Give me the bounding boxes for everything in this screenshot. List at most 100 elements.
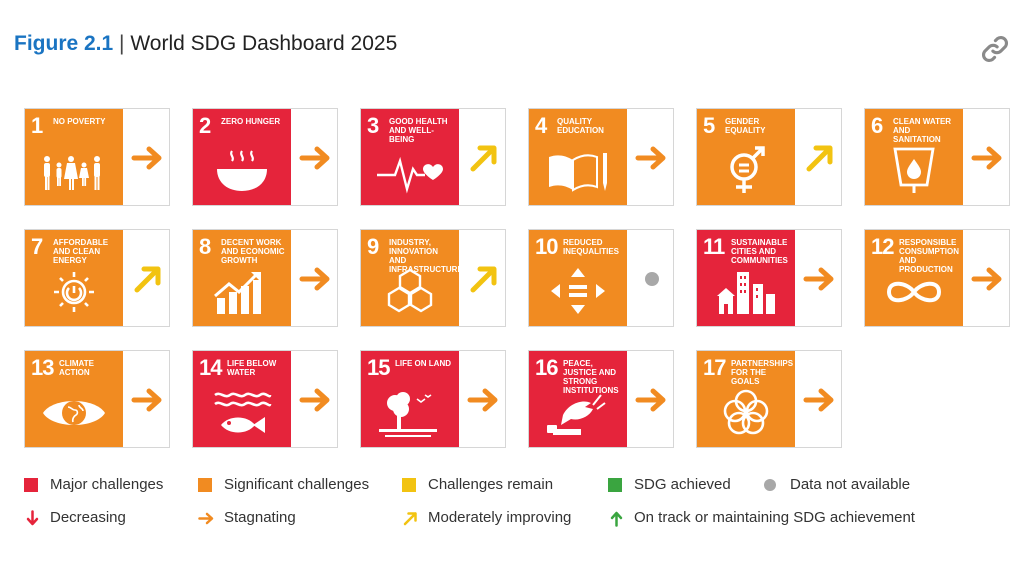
trend-stagnating-arrow-icon (299, 146, 330, 170)
legend-decreasing-arrow-icon (26, 510, 39, 526)
trend-stagnating-arrow-icon (467, 388, 498, 412)
equal-arrows-icon (551, 268, 605, 314)
legend-label: Significant challenges (224, 476, 370, 493)
family-icon (44, 156, 100, 190)
legend-label: Stagnating (224, 509, 296, 526)
trend-improving-arrow-icon (134, 266, 161, 293)
title-separator: | (119, 32, 125, 55)
heartbeat-icon (377, 156, 443, 194)
sdg-goal-name: INDUSTRY, INNOVATION AND INFRASTRUCTURE (389, 238, 459, 274)
link-icon[interactable] (978, 32, 1012, 66)
growth-chart-icon (214, 272, 261, 314)
dove-icon (547, 394, 606, 435)
sdg-number: 5 (703, 113, 715, 138)
sdg-goal-name: SUSTAINABLE CITIES AND COMMUNITIES (731, 238, 788, 265)
sdg-goal-name: CLIMATE ACTION (59, 359, 94, 377)
trend-stagnating-arrow-icon (299, 267, 330, 291)
sdg-number: 10 (535, 234, 559, 259)
sdg-number: 8 (199, 234, 211, 259)
sdg-tile-3: 3 GOOD HEALTH AND WELL-BEING (360, 108, 506, 206)
sdg-number: 3 (367, 113, 379, 138)
trend-stagnating-arrow-icon (131, 146, 162, 170)
figure-title: Figure 2.1 | World SDG Dashboard 2025 (14, 32, 397, 56)
sdg-tile-9: 9 INDUSTRY, INNOVATION AND INFRASTRUCTURE (360, 229, 506, 327)
sdg-goal-name: RESPONSIBLE CONSUMPTION AND PRODUCTION (899, 238, 959, 274)
sdg-goal-name: QUALITY EDUCATION (557, 117, 604, 135)
legend-label: Decreasing (50, 509, 126, 526)
sdg-tile-6: 6 CLEAN WATER AND SANITATION (864, 108, 1010, 206)
sdg-tile-10: 10 REDUCED INEQUALITIES (528, 229, 674, 327)
sdg-number: 4 (535, 113, 547, 138)
legend-improving-arrow-icon (403, 512, 417, 526)
legend-swatch-major (24, 478, 38, 492)
trend-stagnating-arrow-icon (971, 267, 1002, 291)
sdg-status-square-1: 1 NO POVERTY (25, 109, 123, 205)
sdg-goal-name: DECENT WORK AND ECONOMIC GROWTH (221, 238, 285, 265)
sdg-tile-7: 7 AFFORDABLE AND CLEAN ENERGY (24, 229, 170, 327)
sdg-status-square-15: 15 LIFE ON LAND (361, 351, 459, 447)
tree-icon (379, 392, 437, 437)
legend-label: Major challenges (50, 476, 164, 493)
sdg-status-square-7: 7 AFFORDABLE AND CLEAN ENERGY (25, 230, 123, 326)
sdg-status-square-2: 2 ZERO HUNGER (193, 109, 291, 205)
sdg-tile-14: 14 LIFE BELOW WATER (192, 350, 338, 448)
legend-label: Challenges remain (428, 476, 554, 493)
sdg-number: 15 (367, 355, 391, 380)
trend-stagnating-arrow-icon (803, 388, 834, 412)
sdg-status-square-8: 8 DECENT WORK AND ECONOMIC GROWTH (193, 230, 291, 326)
legend-label: Data not available (790, 476, 911, 493)
trend-stagnating-arrow-icon (131, 388, 162, 412)
trend-no-data-icon (645, 272, 659, 286)
sdg-tile-2: 2 ZERO HUNGER (192, 108, 338, 206)
sdg-tile-4: 4 QUALITY EDUCATION (528, 108, 674, 206)
sdg-number: 9 (367, 234, 379, 259)
sdg-goal-name: CLEAN WATER AND SANITATION (893, 117, 952, 144)
sdg-tile-5: 5 GENDER EQUALITY (696, 108, 842, 206)
trend-stagnating-arrow-icon (971, 146, 1002, 170)
sdg-status-square-9: 9 INDUSTRY, INNOVATION AND INFRASTRUCTURE (361, 230, 459, 326)
sun-power-icon (54, 272, 94, 312)
sdg-number: 2 (199, 113, 211, 138)
sdg-status-square-3: 3 GOOD HEALTH AND WELL-BEING (361, 109, 459, 205)
sdg-number: 7 (31, 234, 43, 259)
legend-swatch-remain (402, 478, 416, 492)
sdg-number: 16 (535, 355, 559, 380)
gender-icon (730, 146, 765, 193)
infinity-icon (886, 281, 942, 303)
trend-improving-arrow-icon (470, 145, 497, 172)
sdg-goal-name: LIFE ON LAND (395, 359, 451, 368)
figure-label: Figure 2.1 (14, 32, 114, 55)
sdg-goal-name: ZERO HUNGER (221, 117, 281, 126)
eye-globe-icon (43, 401, 105, 425)
legend-on_track-arrow-icon (610, 511, 623, 527)
legend-label: Moderately improving (428, 509, 572, 526)
legend-swatch-significant (198, 478, 212, 492)
sdg-status-square-10: 10 REDUCED INEQUALITIES (529, 230, 627, 326)
city-icon (717, 272, 775, 314)
sdg-number: 11 (703, 234, 725, 259)
sdg-tile-17: 17 PARTNERSHIPS FOR THE GOALS (696, 350, 842, 448)
sdg-status-square-17: 17 PARTNERSHIPS FOR THE GOALS (697, 351, 795, 447)
figure-title-text: World SDG Dashboard 2025 (130, 32, 398, 55)
sdg-status-square-6: 6 CLEAN WATER AND SANITATION (865, 109, 963, 205)
legend-label: SDG achieved (634, 476, 731, 493)
sdg-goal-name: NO POVERTY (53, 117, 106, 126)
trend-stagnating-arrow-icon (299, 388, 330, 412)
book-icon (549, 153, 607, 192)
sdg-goal-name: GENDER EQUALITY (725, 117, 766, 135)
sdg-number: 6 (871, 113, 883, 138)
trend-improving-arrow-icon (470, 266, 497, 293)
sdg-number: 12 (871, 234, 895, 259)
sdg-tile-1: 1 NO POVERTY (24, 108, 170, 206)
sdg-goal-name: PEACE, JUSTICE AND STRONG INSTITUTIONS (563, 359, 619, 395)
water-icon (893, 147, 935, 193)
sdg-number: 13 (31, 355, 55, 380)
rings-icon (723, 389, 769, 435)
sdg-number: 17 (703, 355, 727, 380)
legend-stagnating-arrow-icon (198, 512, 214, 525)
sdg-goal-name: GOOD HEALTH AND WELL-BEING (389, 117, 448, 144)
legend-swatch-achieved (608, 478, 622, 492)
sdg-goal-name: REDUCED INEQUALITIES (563, 238, 620, 256)
sdg-status-square-12: 12 RESPONSIBLE CONSUMPTION AND PRODUCTION (865, 230, 963, 326)
dashboard-legend: Major challenges Significant challenges Ch… (24, 472, 1014, 542)
